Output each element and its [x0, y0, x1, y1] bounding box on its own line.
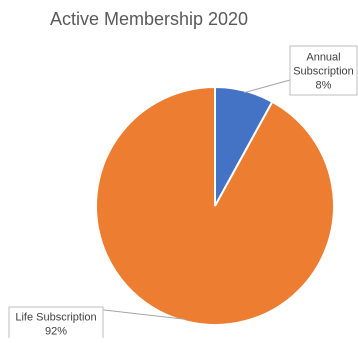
data-label-annual-subscription-line-1: Subscription	[293, 66, 354, 78]
data-label-box-life-subscription	[8, 306, 104, 341]
chart-title: Active Membership 2020	[49, 9, 249, 29]
pie-slice-life-subscription	[95, 85, 335, 326]
data-label-annual-subscription-line-2: 8%	[316, 80, 332, 92]
data-label-annual-subscription-line-0: Annual	[306, 52, 340, 64]
leader-line-annual-subscription	[243, 79, 291, 94]
data-label-life-subscription-line-1: 92%	[45, 326, 67, 338]
data-label-box-annual-subscription	[289, 45, 358, 96]
data-label-life-subscription-line-0: Life Subscription	[15, 312, 96, 324]
